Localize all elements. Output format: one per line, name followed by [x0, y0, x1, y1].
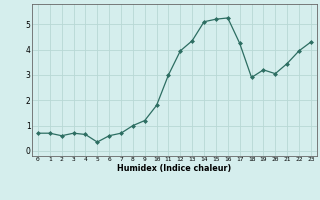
X-axis label: Humidex (Indice chaleur): Humidex (Indice chaleur) [117, 164, 232, 173]
